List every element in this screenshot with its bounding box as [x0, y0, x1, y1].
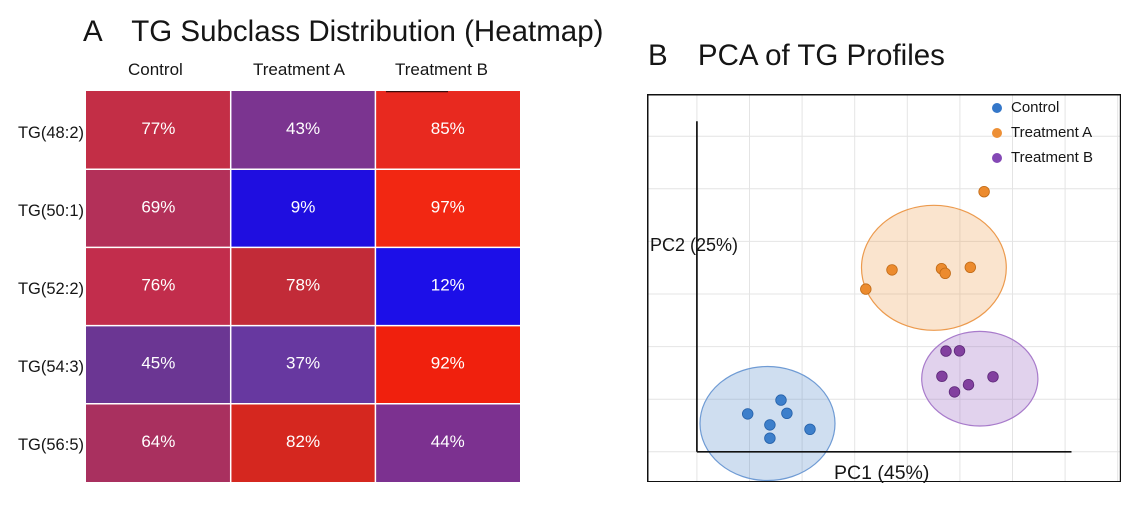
svg-text:9%: 9%: [291, 197, 316, 216]
svg-text:92%: 92%: [431, 354, 465, 373]
svg-text:78%: 78%: [286, 276, 320, 295]
svg-text:44%: 44%: [431, 432, 465, 451]
svg-text:76%: 76%: [141, 276, 175, 295]
svg-text:37%: 37%: [286, 354, 320, 373]
svg-text:43%: 43%: [286, 119, 320, 138]
svg-text:12%: 12%: [431, 276, 465, 295]
svg-text:85%: 85%: [431, 119, 465, 138]
svg-text:77%: 77%: [141, 119, 175, 138]
svg-text:82%: 82%: [286, 432, 320, 451]
svg-text:45%: 45%: [141, 354, 175, 373]
svg-text:69%: 69%: [141, 197, 175, 216]
svg-text:97%: 97%: [431, 197, 465, 216]
svg-text:64%: 64%: [141, 432, 175, 451]
